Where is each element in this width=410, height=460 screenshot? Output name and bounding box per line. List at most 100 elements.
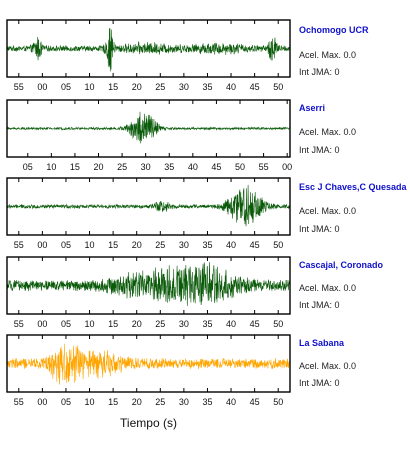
station-name: Aserri [299,103,326,113]
x-tick-label: 30 [179,397,189,407]
x-tick-label: 55 [14,397,24,407]
x-tick-label: 35 [202,319,212,329]
x-tick-label: 15 [108,397,118,407]
int-jma: Int JMA: 0 [299,67,340,77]
int-jma: Int JMA: 0 [299,300,340,310]
x-tick-label: 40 [188,162,198,172]
x-tick-label: 40 [226,240,236,250]
panel-frame [6,256,291,315]
x-tick-label: 55 [14,82,24,92]
x-tick-label: 50 [273,82,283,92]
accel-max: Acel. Max. 0.0 [299,50,356,60]
x-tick-label: 00 [37,240,47,250]
x-tick-label: 55 [14,240,24,250]
x-tick-label: 30 [179,319,189,329]
x-tick-label: 45 [250,397,260,407]
accel-value: 0.0 [343,50,357,60]
x-tick-label: 35 [202,240,212,250]
x-tick-label: 25 [155,82,165,92]
accel-max: Acel. Max. 0.0 [299,361,356,371]
x-tick-label: 25 [155,240,165,250]
jma-value: 0 [334,67,340,77]
accel-label: Acel. Max. [299,50,342,60]
x-tick-label: 20 [132,82,142,92]
x-tick-label: 45 [211,162,221,172]
x-tick-label: 25 [117,162,127,172]
x-tick-label: 30 [141,162,151,172]
jma-value: 0 [334,145,340,155]
station-name: La Sabana [299,338,345,348]
x-tick-label: 15 [108,82,118,92]
x-tick-label: 30 [179,82,189,92]
panel-frame [6,19,291,78]
x-tick-label: 10 [85,319,95,329]
x-tick-label: 35 [202,82,212,92]
int-jma: Int JMA: 0 [299,378,340,388]
x-tick-label: 05 [61,319,71,329]
x-tick-label: 05 [61,82,71,92]
accel-label: Acel. Max. [299,361,342,371]
x-tick-label: 15 [108,319,118,329]
waveform-trace [6,111,290,144]
x-tick-label: 15 [108,240,118,250]
x-tick-label: 05 [61,397,71,407]
x-tick-label: 20 [132,319,142,329]
x-tick-label: 10 [85,82,95,92]
x-tick-label: 40 [226,319,236,329]
accel-label: Acel. Max. [299,283,342,293]
x-tick-label: 00 [37,82,47,92]
jma-label: Int JMA: [299,300,333,310]
jma-label: Int JMA: [299,378,333,388]
x-tick-label: 30 [179,240,189,250]
x-tick-label: 00 [37,319,47,329]
x-tick-label: 35 [202,397,212,407]
x-tick-label: 25 [155,319,165,329]
x-tick-label: 00 [37,397,47,407]
x-tick-label: 45 [250,82,260,92]
accel-label: Acel. Max. [299,206,342,216]
seismogram-panel: 05 10 15 20 25 30 35 40 45 50 55 00 [6,99,292,172]
x-tick-label: 20 [93,162,103,172]
waveform-trace [6,184,290,227]
x-tick-label: 20 [132,397,142,407]
accel-max: Acel. Max. 0.0 [299,206,356,216]
seismogram-panel: 55 00 05 10 15 20 25 30 35 40 45 50 [6,256,291,329]
x-tick-label: 40 [226,82,236,92]
x-tick-label: 40 [226,397,236,407]
x-tick-label: 10 [46,162,56,172]
jma-label: Int JMA: [299,67,333,77]
x-tick-label: 15 [70,162,80,172]
seismogram-panel: 55 00 05 10 15 20 25 30 35 40 45 50 [6,177,291,250]
waveform-trace [6,262,290,306]
jma-value: 0 [334,300,340,310]
panel-frame [6,334,291,393]
panel-frame [6,99,291,158]
jma-value: 0 [334,378,340,388]
station-name: Esc J Chaves,C Quesada [299,182,407,192]
x-tick-label: 25 [155,397,165,407]
accel-max: Acel. Max. 0.0 [299,283,356,293]
x-tick-label: 50 [235,162,245,172]
seismogram-panel: 55 00 05 10 15 20 25 30 35 40 45 50 [6,19,291,92]
x-tick-label: 45 [250,240,260,250]
x-tick-label: 35 [164,162,174,172]
int-jma: Int JMA: 0 [299,224,340,234]
x-tick-label: 00 [282,162,292,172]
station-name: Ochomogo UCR [299,25,369,35]
station-name: Cascajal, Coronado [299,260,384,270]
x-tick-label: 50 [273,397,283,407]
x-tick-label: 45 [250,319,260,329]
x-tick-label: 55 [14,319,24,329]
accel-value: 0.0 [343,283,357,293]
accel-value: 0.0 [343,206,357,216]
waveform-trace [6,343,290,385]
x-tick-label: 50 [273,240,283,250]
jma-label: Int JMA: [299,145,333,155]
x-tick-label: 55 [259,162,269,172]
waveform-trace [6,28,290,72]
x-tick-label: 50 [273,319,283,329]
x-tick-label: 05 [23,162,33,172]
int-jma: Int JMA: 0 [299,145,340,155]
accel-value: 0.0 [343,361,357,371]
x-tick-label: 20 [132,240,142,250]
